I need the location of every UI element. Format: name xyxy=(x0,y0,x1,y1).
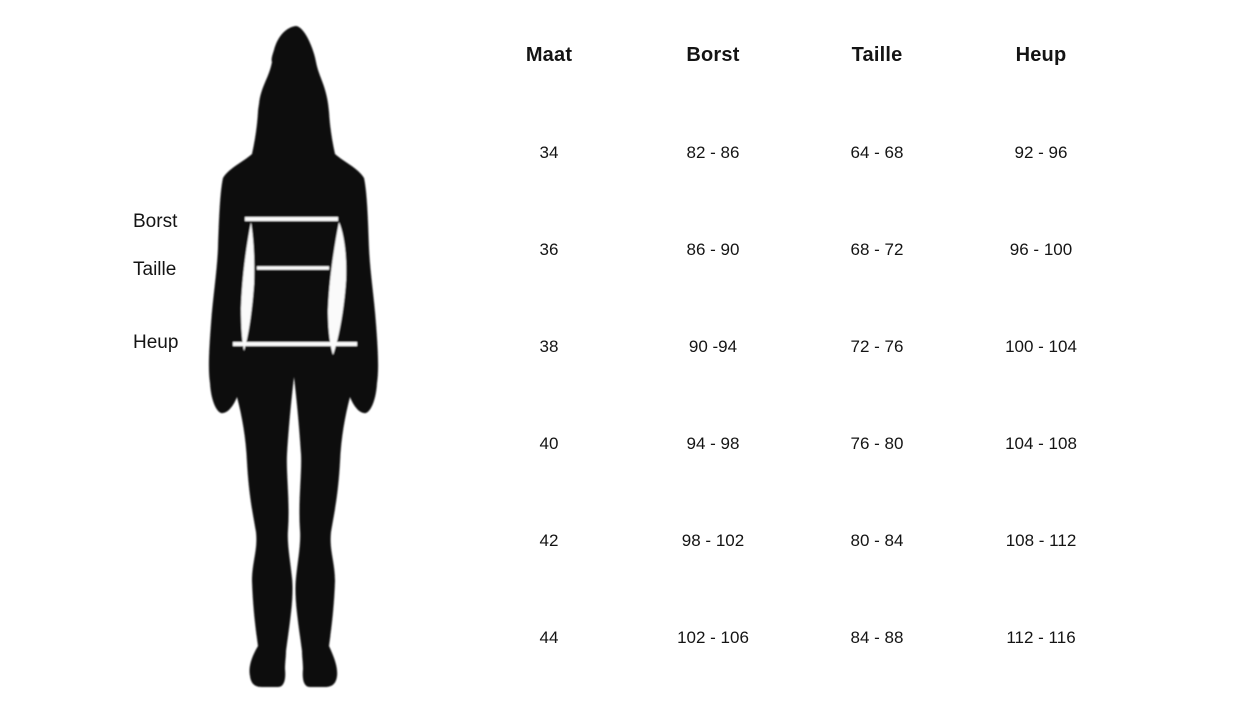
waist-range: 72 - 76 xyxy=(850,336,904,356)
size-value: 42 xyxy=(539,530,559,550)
body-shape xyxy=(208,26,379,687)
waist-range: 84 - 88 xyxy=(850,627,904,647)
size-value: 40 xyxy=(539,433,559,453)
chest-range: 102 - 106 xyxy=(677,627,749,647)
size-table: Maat Borst Taille Heup 34 82 - 86 64 - 6… xyxy=(467,7,1123,686)
column-header-heup: Heup xyxy=(1015,44,1067,66)
waist-range: 76 - 80 xyxy=(850,433,904,453)
chest-range: 98 - 102 xyxy=(681,530,745,550)
figure-label-heup: Heup xyxy=(133,332,179,353)
hip-range: 112 - 116 xyxy=(1006,627,1076,647)
size-value: 36 xyxy=(539,239,559,259)
hip-range: 100 - 104 xyxy=(1005,336,1077,356)
figure-label-borst: Borst xyxy=(133,211,178,232)
chest-range: 94 - 98 xyxy=(686,433,740,453)
hip-range: 108 - 112 xyxy=(1005,530,1077,550)
column-header-borst: Borst xyxy=(686,44,740,66)
chest-range: 90 -94 xyxy=(688,336,738,356)
left-arm-torso-gap xyxy=(241,222,255,351)
size-value: 44 xyxy=(539,627,559,647)
column-header-maat: Maat xyxy=(525,44,573,66)
waist-range: 80 - 84 xyxy=(850,530,904,550)
size-value: 34 xyxy=(539,142,559,162)
hip-range: 104 - 108 xyxy=(1005,433,1077,453)
measurement-diagram xyxy=(195,20,425,700)
hip-range: 92 - 96 xyxy=(1014,142,1068,162)
size-value: 38 xyxy=(539,336,559,356)
waist-range: 68 - 72 xyxy=(850,239,904,259)
female-body-silhouette xyxy=(208,26,379,687)
hip-range: 96 - 100 xyxy=(1009,239,1073,259)
chest-range: 82 - 86 xyxy=(686,142,740,162)
waist-range: 64 - 68 xyxy=(850,142,904,162)
figure-label-taille: Taille xyxy=(133,259,177,280)
chest-range: 86 - 90 xyxy=(686,239,740,259)
right-arm-torso-gap xyxy=(328,222,347,355)
column-header-taille: Taille xyxy=(851,44,903,66)
